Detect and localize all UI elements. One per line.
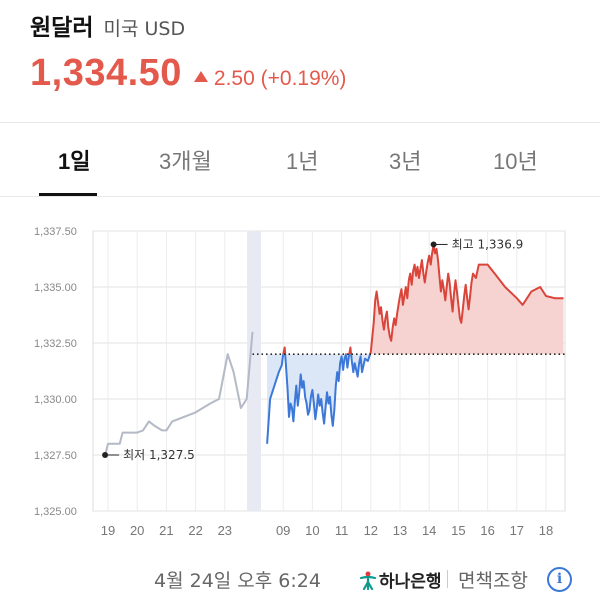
y-tick-label: 1,337.50 <box>34 226 77 238</box>
footer-separator <box>447 570 448 588</box>
x-tick-label: 09 <box>276 523 290 538</box>
x-tick-label: 23 <box>218 523 232 538</box>
y-tick-label: 1,330.00 <box>34 394 77 406</box>
currency-pair-title: 원달러 <box>30 15 94 41</box>
x-tick-label: 15 <box>451 523 465 538</box>
y-tick-label: 1,332.50 <box>34 338 77 350</box>
bank-name: 하나은행 <box>379 572 442 592</box>
price-change: 2.50 (+0.19%) <box>193 67 347 91</box>
title-row: 원달러 미국 USD <box>30 8 346 42</box>
x-tick-label: 18 <box>539 523 553 538</box>
bank-source: 하나은행 <box>359 567 442 592</box>
tab-3-months[interactable]: 3개월 <box>159 149 212 174</box>
tab-10-years[interactable]: 10년 <box>493 149 538 174</box>
quote-header: 원달러 미국 USD 1,334.50 2.50 (+0.19%) <box>30 8 346 95</box>
x-tick-label: 22 <box>188 523 202 538</box>
disclaimer-link[interactable]: 면책조항 <box>458 570 528 592</box>
header-divider <box>0 122 600 123</box>
price-change-value: 2.50 (+0.19%) <box>213 67 347 90</box>
below-baseline-area <box>267 354 564 444</box>
footer: 4월 24일 오후 6:24 하나은행 면책조항 i <box>0 566 600 594</box>
above-baseline-line <box>282 243 564 355</box>
price-row: 1,334.50 2.50 (+0.19%) <box>30 52 346 95</box>
night-band <box>247 231 261 511</box>
exchange-rate-chart[interactable]: 1,337.50 1,335.00 1,332.50 1,330.00 1,327.50… <box>0 205 600 554</box>
update-timestamp: 4월 24일 오후 6:24 <box>154 570 321 592</box>
active-tab-indicator <box>39 193 97 196</box>
x-tick-label: 17 <box>510 523 524 538</box>
x-tick-label: 16 <box>480 523 494 538</box>
x-tick-label: 13 <box>393 523 407 538</box>
tabs-divider <box>0 196 600 197</box>
x-tick-label: 19 <box>101 523 115 538</box>
moon-icon <box>250 523 257 537</box>
high-label: 최고 1,336.9 <box>452 237 524 251</box>
x-tick-label: 21 <box>159 523 173 538</box>
y-tick-label: 1,327.50 <box>34 450 77 462</box>
x-tick-label: 11 <box>335 523 349 538</box>
triangle-up-icon <box>193 71 208 82</box>
tab-3-years[interactable]: 3년 <box>389 149 422 174</box>
hana-logo-icon <box>359 571 377 590</box>
x-tick-label: 12 <box>364 523 378 538</box>
y-tick-label: 1,335.00 <box>34 282 77 294</box>
period-tabs: 1일 3개월 1년 3년 10년 <box>0 122 600 196</box>
prior-day-line <box>104 331 254 456</box>
x-tick-label: 14 <box>422 523 436 538</box>
current-price: 1,334.50 <box>30 52 182 94</box>
low-label: 최저 1,327.5 <box>123 448 195 462</box>
above-baseline-area <box>267 244 564 355</box>
below-baseline-line <box>266 354 372 444</box>
currency-subtitle: 미국 USD <box>103 18 186 40</box>
chart-canvas[interactable]: 1,337.50 1,335.00 1,332.50 1,330.00 1,327.50… <box>0 205 600 550</box>
tab-1-day[interactable]: 1일 <box>58 149 91 174</box>
x-tick-label: 10 <box>305 523 319 538</box>
x-tick-label: 20 <box>130 523 144 538</box>
info-icon[interactable]: i <box>547 567 572 592</box>
y-tick-label: 1,325.00 <box>34 506 77 518</box>
tab-1-year[interactable]: 1년 <box>286 149 319 174</box>
